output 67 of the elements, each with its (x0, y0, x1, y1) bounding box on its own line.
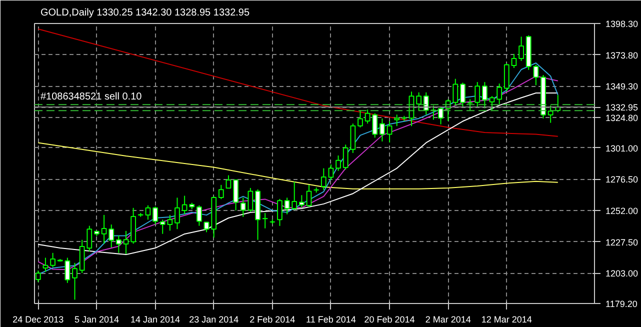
candlestick (233, 179, 239, 211)
candlestick (306, 184, 312, 208)
candlestick (42, 257, 48, 272)
candlestick (174, 197, 180, 230)
x-tick-label: 24 Dec 2013 (12, 314, 64, 324)
candlestick (358, 110, 363, 128)
candlestick (292, 181, 298, 211)
x-tick-label: 5 Jan 2014 (74, 314, 119, 324)
candlestick (489, 96, 495, 111)
candlestick (336, 155, 341, 172)
candlestick (108, 224, 114, 248)
y-tick-label: 1373.80 (606, 50, 638, 60)
candlestick (152, 206, 158, 226)
candlestick (240, 197, 246, 218)
candlestick (145, 204, 151, 220)
y-tick-label: 1276.50 (606, 174, 638, 185)
candlestick (482, 82, 488, 109)
y-tick-label: 1398.30 (606, 19, 638, 29)
candlestick (226, 174, 232, 189)
line-series (38, 142, 558, 190)
candlestick (204, 221, 210, 233)
candlestick (72, 262, 78, 300)
y-tick-label: 1332.95 (606, 102, 638, 113)
candlestick (467, 98, 473, 112)
candlestick (218, 184, 224, 200)
x-tick-label: 20 Feb 2014 (364, 314, 415, 324)
x-tick-label: 12 Mar 2014 (481, 314, 532, 324)
y-tick-label: 1301.00 (606, 143, 638, 154)
y-tick-label: 1252.00 (606, 206, 638, 216)
candlestick (328, 164, 334, 180)
candlestick (248, 187, 254, 212)
candlestick (64, 257, 70, 284)
y-tick-label: 1349.30 (606, 82, 638, 92)
line-series (38, 28, 558, 137)
x-tick-label: 11 Feb 2014 (306, 314, 356, 324)
candlestick (394, 114, 400, 127)
candlestick (50, 252, 56, 268)
candlestick (298, 194, 304, 208)
y-tick-label: 1179.20 (606, 299, 638, 309)
candlestick (496, 83, 502, 105)
candlestick (460, 82, 466, 108)
candlestick (262, 212, 268, 229)
chart-title: GOLD,Daily 1330.25 1342.30 1328.95 1332.95 (40, 8, 250, 18)
candlestick (548, 105, 554, 124)
candlestick (277, 198, 282, 226)
candlestick (438, 106, 444, 125)
candlestick (533, 64, 539, 86)
x-tick-label: 2 Mar 2014 (425, 314, 471, 324)
x-tick-label: 23 Jan 2014 (189, 314, 239, 324)
candlestick (386, 120, 392, 143)
y-tick-label: 1227.50 (606, 237, 638, 248)
candlestick (320, 168, 326, 191)
candlestick (511, 53, 517, 68)
candlestick (474, 82, 480, 108)
candlestick (284, 197, 290, 215)
candlestick (504, 63, 510, 92)
ref-line-label: #1086348521 sell 0.10 (40, 92, 142, 103)
candlestick (518, 36, 524, 62)
y-tick-label: 1324.80 (606, 112, 638, 123)
candlestick (101, 214, 107, 244)
x-tick-label: 14 Jan 2014 (130, 314, 180, 324)
candlestick (196, 204, 202, 226)
candlestick (416, 92, 422, 112)
candlestick (380, 118, 385, 142)
x-tick-label: 2 Feb 2014 (250, 314, 296, 324)
y-tick-label: 1203.00 (606, 268, 638, 279)
candlestick (123, 230, 129, 254)
